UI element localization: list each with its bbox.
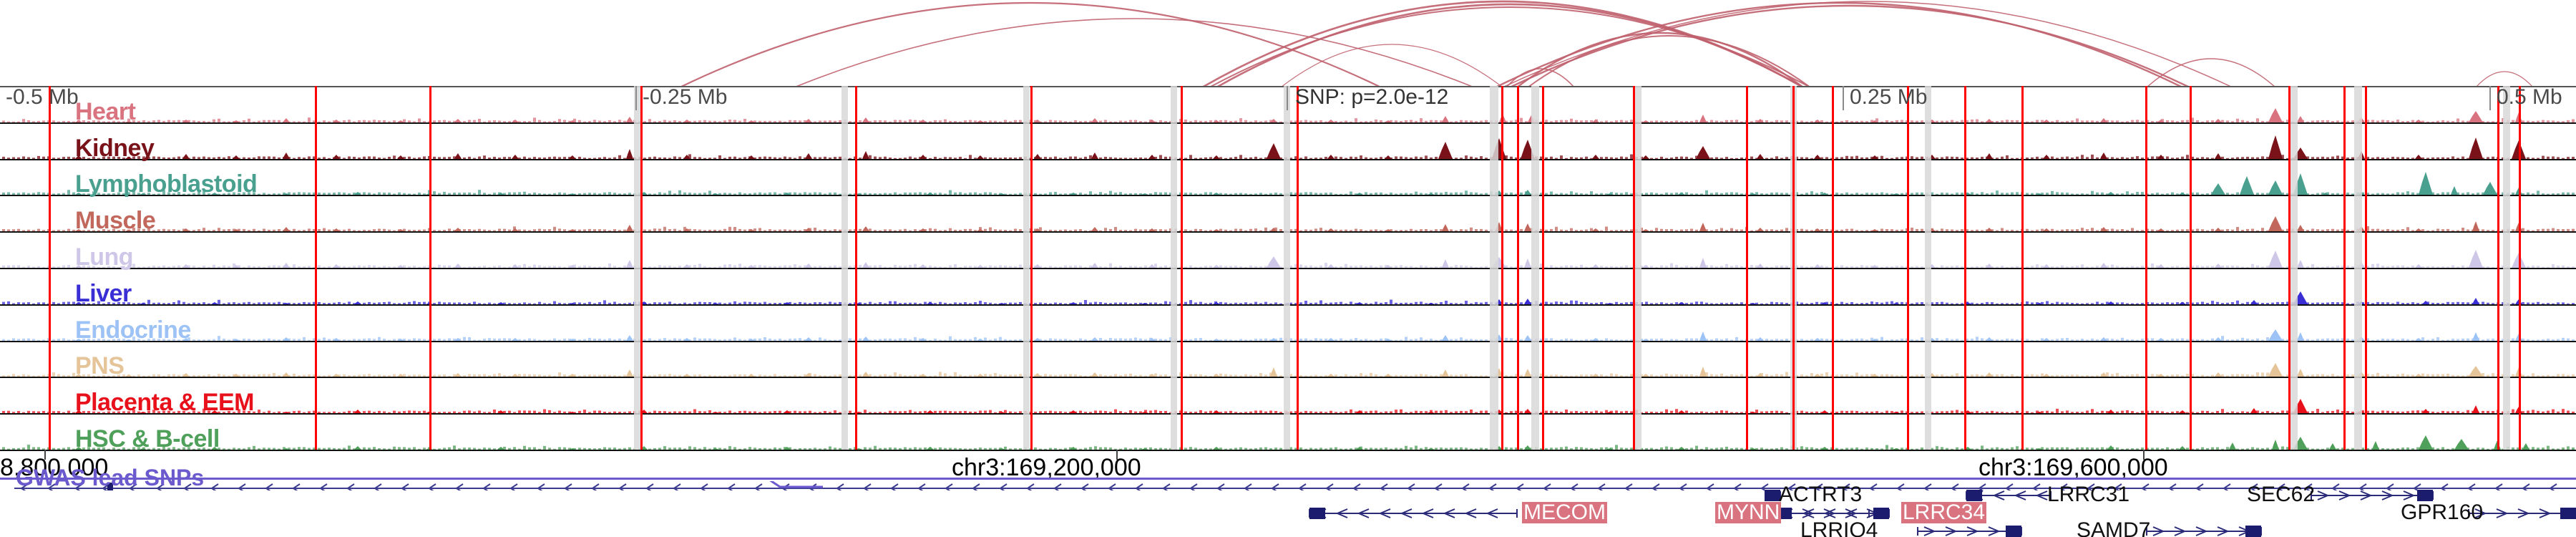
signal-profile [0, 341, 2576, 377]
signal-track-lymphoblastoid: Lymphoblastoid [0, 160, 2576, 197]
signal-track-kidney: Kidney [0, 124, 2576, 160]
ruler-tick [2489, 86, 2491, 110]
signal-track-stack: Heart Kidney Lymphoblastoid Muscle Lung Liver… [0, 86, 2576, 451]
signal-profile [0, 159, 2576, 195]
chromatin-interaction-arcs [0, 0, 2576, 87]
track-label: PNS [75, 352, 125, 380]
snp-pvalue-label: SNP: p=2.0e-12 [1295, 85, 1449, 109]
ruler-tick [1843, 86, 1844, 110]
gene-label-mynn[interactable]: MYNN [1715, 500, 1782, 524]
ruler-tick [635, 86, 637, 110]
track-label: Heart [75, 97, 136, 125]
gene-label-mecom[interactable]: MECOM [1522, 500, 1607, 524]
ruler-tick-label: -0.5 Mb [6, 85, 79, 109]
interaction-arc [1506, 68, 1575, 87]
interaction-arc [1280, 44, 1503, 87]
track-label: Muscle [75, 207, 156, 235]
track-label: Kidney [75, 134, 155, 162]
ruler-tick-label: -0.25 Mb [643, 85, 728, 109]
interaction-arc [794, 18, 1475, 87]
interaction-arc [1209, 6, 1811, 87]
gene-label-samd7[interactable]: SAMD7 [2077, 518, 2151, 537]
signal-profile [0, 414, 2576, 450]
track-label: HSC & B-cell [75, 425, 220, 453]
track-label: Endocrine [75, 316, 191, 344]
signal-profile [0, 195, 2576, 232]
coordinate-tick [44, 450, 46, 460]
gene-model-track: MECOM MYNN ACTRT3 LRRC34 LRRIQ4 LRRC31 SAMD7 SE… [0, 481, 2576, 537]
gene-label-actrt3[interactable]: ACTRT3 [1779, 483, 1863, 506]
coordinate-tick [2143, 450, 2145, 460]
signal-track-muscle: Muscle [0, 196, 2576, 233]
gwas-track-label: GWAS lead SNPs [16, 465, 205, 490]
genomic-coordinate-axis: 8,800,000 chr3:169,200,000 chr3:169,600,00… [0, 450, 2576, 481]
gene-label-gpr160[interactable]: GPR160 [2401, 500, 2484, 524]
ruler-tick-label: 0.25 Mb [1850, 85, 1928, 109]
signal-profile [0, 268, 2576, 304]
signal-profile [0, 123, 2576, 159]
interaction-arc [2146, 58, 2276, 87]
gene-label-lrrc31[interactable]: LRRC31 [2047, 483, 2130, 506]
gene-label-lrriq4[interactable]: LRRIQ4 [1800, 518, 1878, 537]
signal-profile [0, 305, 2576, 341]
signal-track-endocrine: Endocrine [0, 306, 2576, 342]
coordinate-tick [1116, 450, 1118, 460]
gwas-lead-snps-track: GWAS lead SNPs [0, 465, 2576, 490]
track-label: Lung [75, 243, 134, 271]
mb-offset-ruler: -0.5 Mb -0.25 Mb 0.25 Mb 0.5 Mb SNP: p=2.0e-… [0, 85, 2576, 112]
ruler-tick-label: 0.5 Mb [2497, 85, 2562, 109]
track-label: Placenta & EEM [75, 389, 254, 417]
interaction-arc [1527, 35, 1811, 87]
signal-track-lung: Lung [0, 233, 2576, 269]
coordinate-label: chr3:169,600,000 [1979, 454, 2168, 481]
gwas-strand-arrows [14, 483, 2576, 490]
interaction-arc [1495, 1, 2183, 87]
signal-track-pns: PNS [0, 342, 2576, 379]
interaction-arc [2475, 71, 2534, 87]
signal-profile [0, 377, 2576, 414]
gene-label-sec62[interactable]: SEC62 [2247, 483, 2316, 506]
coordinate-label: 8,800,000 [0, 454, 109, 481]
signal-track-hsc-b-cell: HSC & B-cell [0, 415, 2576, 451]
interaction-arc [1516, 32, 1804, 87]
coordinate-label: chr3:169,200,000 [952, 454, 1141, 481]
track-label: Liver [75, 279, 132, 307]
signal-track-placenta-eem: Placenta & EEM [0, 378, 2576, 415]
signal-profile [0, 232, 2576, 268]
interaction-arc [1509, 4, 2190, 87]
signal-profile [0, 87, 2576, 122]
gene-label-lrrc34[interactable]: LRRC34 [1901, 500, 1987, 524]
signal-track-liver: Liver [0, 269, 2576, 306]
track-label: Lymphoblastoid [75, 170, 258, 198]
interaction-arc [679, 2, 1382, 87]
gwas-track-line [0, 478, 2576, 480]
snp-ruler-tick [1287, 86, 1288, 110]
